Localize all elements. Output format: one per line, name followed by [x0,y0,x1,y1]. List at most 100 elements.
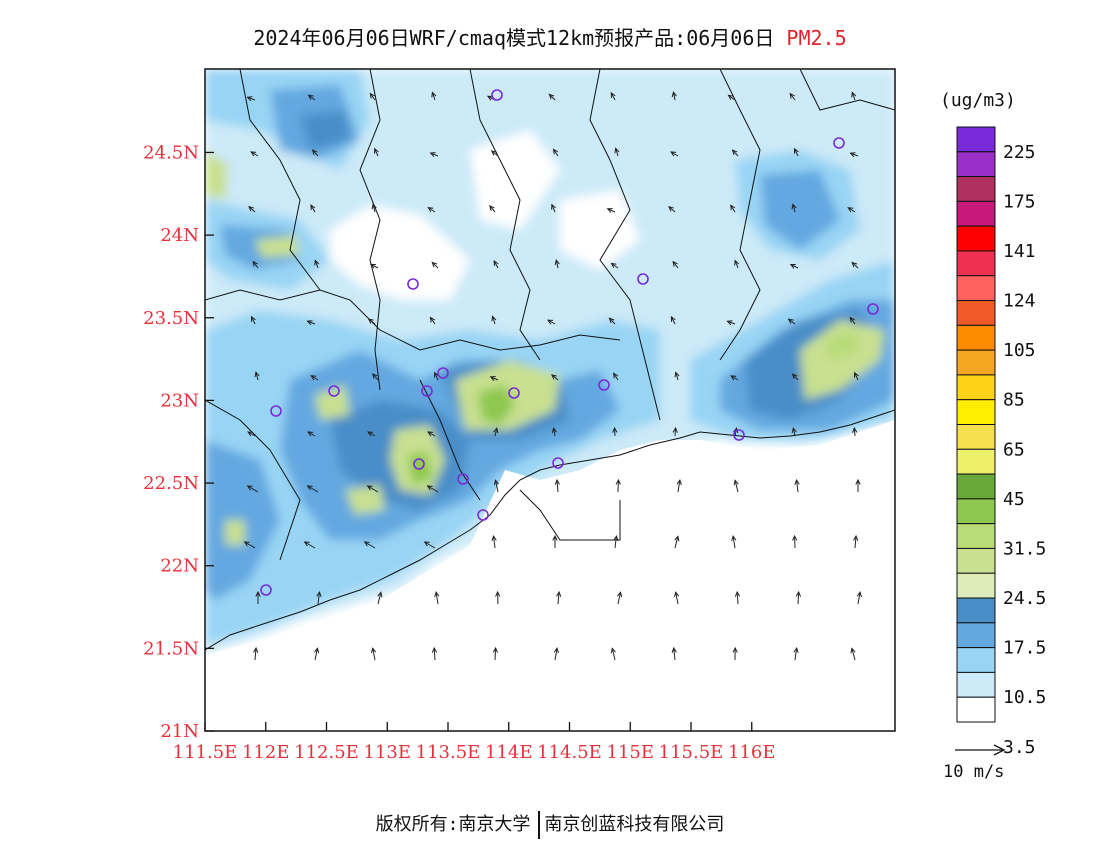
lon-tick-label: 113.5E [416,742,481,763]
lon-tick-label: 116E [728,742,776,763]
wind-arrow [727,320,736,325]
wind-arrow-head [429,316,436,323]
wind-arrow-head [673,591,680,598]
wind-arrow-head [670,315,676,322]
wind-arrow-head [552,148,559,155]
wind-arrow [367,431,376,437]
wind-arrow-head [851,261,858,268]
wind-arrow-head [431,91,437,98]
wind-arrow [430,152,439,157]
wind-arrow [250,151,259,157]
wind-arrow-head [852,426,858,433]
wind-arrow [314,260,319,269]
wind-arrow [847,207,856,213]
lat-tick-label: 21.5N [143,638,199,659]
wind-arrow-head [613,372,619,379]
wind-arrow-head [306,485,313,491]
lat-tick-label: 24.5N [143,142,199,163]
wind-arrow-head [426,485,433,491]
lat-tick-label: 22N [160,556,199,577]
wind-arrow [433,647,436,661]
wind-arrow-head [617,591,623,598]
wind-arrow-head [606,208,613,213]
station-marker [413,458,425,470]
wind-arrow-head [255,590,261,597]
lon-tick-label: 111.5E [173,742,238,763]
wind-arrow-head [794,478,800,485]
wind-arrow-head [310,375,317,381]
wind-arrow-head [243,541,250,547]
wind-arrow-head [248,205,254,212]
wind-arrow [364,541,376,549]
wind-arrow [788,318,796,325]
wind-arrow-head [610,647,616,654]
map-title: 2024年06月06日WRF/cmaq模式12km预报产品:06月06日 PM2… [0,22,1100,51]
wind-arrow [317,592,320,605]
wind-arrow-head [856,591,862,598]
wind-arrow-head [789,263,796,269]
wind-arrow [734,260,739,269]
wind-arrow-head [554,478,560,485]
wind-arrow-head [668,205,674,212]
wind-arrow-head [552,534,558,541]
wind-arrow [370,263,379,269]
concentration-field [205,69,895,731]
wind-arrow-head [551,203,556,210]
wind-arrow-head [367,431,374,437]
wind-arrow [493,536,496,549]
wind-arrow-head [792,534,798,541]
monitoring-stations [260,89,879,596]
wind-arrow [790,264,799,269]
wind-arrow-head [370,647,377,654]
footer-separator [538,811,541,839]
latitude-axis: 24.5N 24N 23.5N 23N 22.5N 22N 21.5N 21N [143,142,214,742]
wind-arrow [248,206,256,213]
longitude-axis: 111.5E 112E 112.5E 113E 113.5E 114E 114.5E 115E… [173,722,776,763]
wind-arrow-head [556,590,562,597]
wind-arrow [555,260,559,269]
wind-arrow-head [730,204,736,211]
wind-arrow [673,648,676,661]
wind-arrow [792,373,799,381]
wind-arrow-head [491,315,497,322]
wind-arrow-head [252,260,258,267]
wind-arrow [672,261,679,269]
wind-arrow-head [246,485,253,491]
wind-arrow [547,319,556,325]
wind-arrow [372,648,376,661]
wind-arrow-head [254,371,260,378]
wind-arrow [553,428,556,437]
wind-arrow [377,592,382,605]
wind-arrow [431,262,439,269]
wind-arrow-head [847,207,854,213]
wind-arrow-head [550,374,557,380]
wind-arrow [734,480,739,493]
wind-arrow-head [427,431,434,437]
wind-arrow-head [250,315,256,322]
wind-arrow-head [787,318,794,324]
lat-tick-label: 24N [160,225,199,246]
wind-arrow [424,541,436,549]
wind-arrow-head [551,426,557,434]
wind-arrow-head [793,646,799,654]
lon-tick-label: 115E [607,742,655,763]
station-marker [833,137,845,149]
wind-arrow [548,93,556,101]
wind-arrow [308,94,316,101]
lon-tick-label: 115.5E [659,742,724,763]
wind-arrow [857,592,861,605]
wind-arrow [668,206,676,213]
wind-arrow [551,374,559,381]
wind-arrow-head [850,647,856,654]
wind-arrow-head [672,260,678,267]
station-marker [637,273,649,285]
wind-arrow-head [250,151,257,157]
wind-arrow-head [676,479,682,486]
wind-arrow-head [671,91,677,98]
wind-arrow-head [734,259,740,266]
wind-arrow-head [306,320,313,326]
wind-arrow [493,260,499,269]
wind-arrow-head [434,371,439,378]
wind-arrow [674,536,679,549]
